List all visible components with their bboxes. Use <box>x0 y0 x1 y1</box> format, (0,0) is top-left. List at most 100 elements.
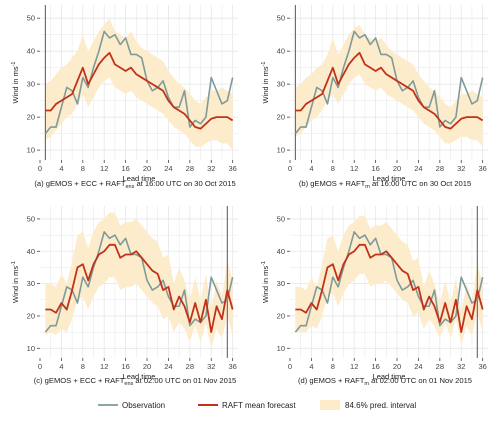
legend-observation-label: Observation <box>122 401 165 410</box>
x-tick-label: 32 <box>457 362 465 371</box>
caption-main: (a) gEMOS + ECC + RAFT <box>34 179 126 188</box>
y-tick-label: 30 <box>277 279 285 288</box>
x-tick-label: 12 <box>350 362 358 371</box>
panel-4: 0 4 8 12 16 20 24 28 32 36 10 20 30 40 50 Lead time Wind… <box>261 206 488 387</box>
x-tick-label: 28 <box>436 362 444 371</box>
x-tick-label: 12 <box>350 164 358 173</box>
x-tick-label: 32 <box>207 164 215 173</box>
x-tick-label: 16 <box>121 164 129 173</box>
x-tick-label: 4 <box>309 362 313 371</box>
legend: Observation RAFT mean forecast 84.6% pred.… <box>98 400 416 410</box>
y-axis-title-sup: -1 <box>261 62 267 67</box>
y-axis-title: Wind in ms-1 <box>11 261 20 303</box>
caption-main: (d) gEMOS + RAFT <box>298 376 365 385</box>
interval-band <box>295 24 483 147</box>
y-tick-label: 40 <box>27 247 35 256</box>
panel-1: 0 4 8 12 16 20 24 28 32 36 10 20 30 40 50 Lead time Wind… <box>11 5 238 190</box>
y-axis-title-sup: -1 <box>11 62 17 67</box>
x-tick-label: 36 <box>478 164 486 173</box>
y-tick-label: 10 <box>27 344 35 353</box>
caption-rest: at 16:00 UTC on 30 Oct 2015 <box>134 179 235 188</box>
x-tick-label: 24 <box>164 362 172 371</box>
y-tick-label: 50 <box>27 14 35 23</box>
y-axis-title-text: Wind in ms <box>11 266 20 303</box>
x-axis-title: Lead time <box>123 174 156 183</box>
forecast-line <box>45 51 234 130</box>
caption-subscript: m <box>364 381 369 387</box>
caption-rest: at 02:00 UTC on 01 Nov 2015 <box>133 376 236 385</box>
x-tick-label: 20 <box>393 164 401 173</box>
interval-band <box>45 212 233 349</box>
y-tick-label: 20 <box>27 311 35 320</box>
x-tick-label: 32 <box>207 362 215 371</box>
y-axis-title: Wind in ms-1 <box>261 261 270 303</box>
panel-3: 0 4 8 12 16 20 24 28 32 36 10 20 30 40 50 Lead time Wind… <box>11 206 238 387</box>
x-tick-label: 28 <box>436 164 444 173</box>
x-tick-label: 36 <box>228 362 236 371</box>
x-tick-label: 8 <box>81 164 85 173</box>
interval-band <box>45 18 233 151</box>
x-axis-title: Lead time <box>123 372 156 381</box>
caption-subscript: ens <box>125 184 134 190</box>
forecast-line <box>295 51 484 130</box>
x-tick-label: 4 <box>309 164 313 173</box>
x-tick-label: 4 <box>59 164 63 173</box>
caption-subscript: m <box>365 184 370 190</box>
x-tick-label: 36 <box>228 164 236 173</box>
x-tick-label: 36 <box>478 362 486 371</box>
x-tick-label: 8 <box>81 362 85 371</box>
caption-rest: at 02:00 UTC on 01 Nov 2015 <box>369 376 472 385</box>
y-axis-title-text: Wind in ms <box>261 266 270 303</box>
caption-subscript: ens <box>124 381 133 387</box>
x-tick-label: 0 <box>38 362 42 371</box>
legend-interval-label: 84.6% pred. interval <box>345 401 416 410</box>
x-tick-label: 0 <box>288 164 292 173</box>
observation-line <box>294 30 484 135</box>
y-axis-title-text: Wind in ms <box>261 66 270 103</box>
y-tick-label: 30 <box>277 80 285 89</box>
y-axis-title-sup: -1 <box>261 261 267 266</box>
y-tick-label: 40 <box>277 247 285 256</box>
legend-forecast-label: RAFT mean forecast <box>222 401 296 410</box>
x-tick-label: 16 <box>121 362 129 371</box>
x-tick-label: 16 <box>371 164 379 173</box>
panel-2: 0 4 8 12 16 20 24 28 32 36 10 20 30 40 50 Lead time Wind… <box>261 5 488 190</box>
x-tick-label: 20 <box>393 362 401 371</box>
y-tick-label: 50 <box>27 214 35 223</box>
y-tick-label: 50 <box>277 14 285 23</box>
x-tick-label: 20 <box>143 362 151 371</box>
forecast-line <box>45 243 234 334</box>
y-tick-label: 20 <box>27 113 35 122</box>
x-axis-title: Lead time <box>373 372 406 381</box>
x-tick-label: 8 <box>331 164 335 173</box>
y-axis-title: Wind in ms-1 <box>261 62 270 104</box>
x-tick-label: 0 <box>38 164 42 173</box>
caption-main: (c) gEMOS + ECC + RAFT <box>34 376 125 385</box>
x-tick-label: 28 <box>186 164 194 173</box>
y-tick-label: 20 <box>277 113 285 122</box>
caption-rest: at 16:00 UTC on 30 Oct 2015 <box>370 179 471 188</box>
panel-caption: (b) gEMOS + RAFTm at 16:00 UTC on 30 Oct… <box>299 179 471 190</box>
panel-caption: (d) gEMOS + RAFTm at 02:00 UTC on 01 Nov… <box>298 376 472 387</box>
x-tick-label: 24 <box>414 362 422 371</box>
x-axis-title: Lead time <box>373 174 406 183</box>
y-axis-title: Wind in ms-1 <box>11 62 20 104</box>
panel-caption: (a) gEMOS + ECC + RAFTens at 16:00 UTC o… <box>34 179 235 190</box>
y-tick-label: 20 <box>277 311 285 320</box>
y-tick-label: 10 <box>277 146 285 155</box>
x-tick-label: 4 <box>59 362 63 371</box>
y-tick-label: 40 <box>27 47 35 56</box>
y-tick-label: 40 <box>277 47 285 56</box>
panel-caption: (c) gEMOS + ECC + RAFTens at 02:00 UTC o… <box>34 376 237 387</box>
x-tick-label: 20 <box>143 164 151 173</box>
x-tick-label: 24 <box>164 164 172 173</box>
x-tick-label: 28 <box>186 362 194 371</box>
x-tick-label: 12 <box>100 164 108 173</box>
y-axis-title-sup: -1 <box>11 261 17 266</box>
caption-main: (b) gEMOS + RAFT <box>299 179 366 188</box>
forecast-line <box>295 243 484 334</box>
y-tick-label: 30 <box>27 80 35 89</box>
legend-interval-swatch <box>320 400 340 410</box>
